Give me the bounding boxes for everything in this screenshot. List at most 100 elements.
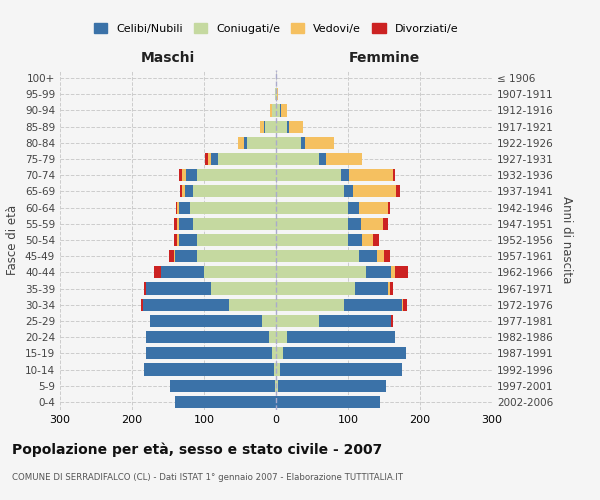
Bar xyxy=(276,218,348,230)
Bar xyxy=(319,315,391,327)
Bar xyxy=(361,218,383,230)
Bar xyxy=(344,298,402,311)
Bar xyxy=(341,169,349,181)
Bar xyxy=(197,250,276,262)
Bar xyxy=(264,120,265,132)
Text: Popolazione per età, sesso e stato civile - 2007: Popolazione per età, sesso e stato civil… xyxy=(12,442,382,457)
Bar xyxy=(276,380,278,392)
Bar xyxy=(182,169,186,181)
Bar xyxy=(179,202,190,213)
Bar xyxy=(275,380,276,392)
Bar xyxy=(287,120,289,132)
Bar xyxy=(276,250,359,262)
Bar xyxy=(178,218,179,230)
Bar xyxy=(276,298,344,311)
Bar xyxy=(281,104,287,117)
Bar xyxy=(383,218,388,230)
Bar xyxy=(326,153,362,165)
Bar xyxy=(276,186,344,198)
Bar xyxy=(276,364,280,376)
Bar xyxy=(144,364,274,376)
Bar xyxy=(179,234,197,246)
Y-axis label: Anni di nascita: Anni di nascita xyxy=(560,196,573,284)
Bar xyxy=(197,169,276,181)
Bar xyxy=(218,153,276,165)
Bar xyxy=(182,186,185,198)
Bar xyxy=(280,104,281,117)
Bar xyxy=(186,169,197,181)
Bar xyxy=(278,380,386,392)
Y-axis label: Fasce di età: Fasce di età xyxy=(7,205,19,275)
Bar xyxy=(178,202,179,213)
Bar xyxy=(140,298,143,311)
Bar xyxy=(154,266,161,278)
Bar xyxy=(185,186,193,198)
Bar xyxy=(169,250,175,262)
Bar xyxy=(262,315,276,327)
Bar xyxy=(276,396,380,408)
Bar xyxy=(283,348,406,360)
Bar xyxy=(180,186,182,198)
Bar xyxy=(359,202,388,213)
Bar xyxy=(270,104,272,117)
Bar xyxy=(348,218,361,230)
Bar xyxy=(366,266,391,278)
Text: COMUNE DI SERRADIFALCO (CL) - Dati ISTAT 1° gennaio 2007 - Elaborazione TUTTITAL: COMUNE DI SERRADIFALCO (CL) - Dati ISTAT… xyxy=(12,472,403,482)
Bar xyxy=(272,348,276,360)
Bar xyxy=(150,315,262,327)
Bar xyxy=(276,88,277,101)
Bar xyxy=(276,153,319,165)
Bar xyxy=(174,218,178,230)
Bar xyxy=(276,104,280,117)
Bar xyxy=(388,202,390,213)
Bar xyxy=(391,315,394,327)
Bar xyxy=(229,298,276,311)
Bar xyxy=(161,266,204,278)
Bar xyxy=(260,120,264,132)
Bar xyxy=(204,266,276,278)
Bar xyxy=(276,120,287,132)
Text: Femmine: Femmine xyxy=(349,51,419,65)
Bar xyxy=(269,331,276,343)
Bar xyxy=(344,186,353,198)
Bar xyxy=(176,202,178,213)
Bar xyxy=(348,202,359,213)
Bar xyxy=(280,364,402,376)
Bar xyxy=(276,315,319,327)
Bar xyxy=(390,282,394,294)
Bar xyxy=(170,380,275,392)
Bar xyxy=(348,234,362,246)
Bar xyxy=(395,266,408,278)
Bar xyxy=(179,218,193,230)
Bar xyxy=(276,234,348,246)
Bar xyxy=(205,153,208,165)
Bar xyxy=(276,282,355,294)
Bar xyxy=(211,153,218,165)
Bar xyxy=(396,186,400,198)
Legend: Celibi/Nubili, Coniugati/e, Vedovi/e, Divorziati/e: Celibi/Nubili, Coniugati/e, Vedovi/e, Di… xyxy=(91,20,461,37)
Text: Maschi: Maschi xyxy=(141,51,195,65)
Bar xyxy=(179,169,182,181)
Bar xyxy=(276,202,348,213)
Bar xyxy=(359,250,377,262)
Bar xyxy=(305,137,334,149)
Bar xyxy=(276,169,341,181)
Bar xyxy=(208,153,211,165)
Bar xyxy=(247,137,276,149)
Bar xyxy=(275,88,276,101)
Bar xyxy=(403,298,407,311)
Bar xyxy=(277,88,278,101)
Bar xyxy=(362,234,373,246)
Bar xyxy=(349,169,392,181)
Bar xyxy=(190,202,276,213)
Bar xyxy=(175,396,276,408)
Bar xyxy=(175,250,197,262)
Bar xyxy=(143,298,229,311)
Bar xyxy=(276,137,301,149)
Bar xyxy=(287,331,395,343)
Bar xyxy=(244,137,247,149)
Bar xyxy=(174,234,178,246)
Bar xyxy=(353,186,396,198)
Bar xyxy=(193,218,276,230)
Bar xyxy=(144,282,146,294)
